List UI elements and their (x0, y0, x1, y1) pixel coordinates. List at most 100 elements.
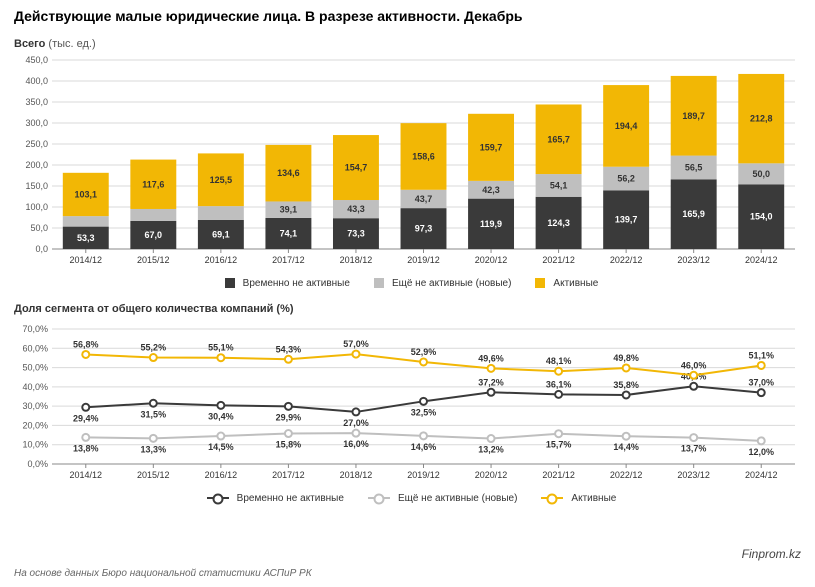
svg-text:36,1%: 36,1% (546, 379, 572, 389)
svg-text:13,8%: 13,8% (73, 443, 99, 453)
bar-subtitle: Всего (тыс. ед.) (14, 38, 801, 50)
svg-text:158,6: 158,6 (412, 151, 435, 161)
svg-text:13,7%: 13,7% (681, 444, 707, 454)
svg-text:52,9%: 52,9% (411, 347, 437, 357)
svg-text:2022/12: 2022/12 (610, 470, 643, 480)
svg-text:300,0: 300,0 (25, 118, 48, 128)
legend-swatch (535, 278, 545, 288)
svg-text:15,8%: 15,8% (276, 440, 302, 450)
svg-text:2017/12: 2017/12 (272, 255, 305, 265)
svg-text:10,0%: 10,0% (22, 440, 48, 450)
svg-text:15,7%: 15,7% (546, 440, 572, 450)
source-label: На основе данных Бюро национальной стати… (14, 568, 312, 579)
svg-text:13,2%: 13,2% (478, 445, 504, 455)
legend-line-swatch (541, 497, 563, 499)
svg-text:125,5: 125,5 (210, 175, 233, 185)
svg-text:37,0%: 37,0% (748, 378, 774, 388)
bar-legend-item: Ещё не активные (новые) (366, 278, 511, 289)
svg-text:12,0%: 12,0% (748, 447, 774, 457)
legend-line-swatch (368, 497, 390, 499)
line-legend-item: Активные (533, 493, 616, 504)
svg-text:117,6: 117,6 (142, 179, 164, 189)
svg-text:30,4%: 30,4% (208, 411, 234, 421)
line-chart: 0,0%10,0%20,0%30,0%40,0%50,0%60,0%70,0%2… (14, 319, 801, 489)
line-legend-item: Временно не активные (199, 493, 344, 504)
svg-text:49,8%: 49,8% (613, 353, 639, 363)
svg-text:56,2: 56,2 (617, 174, 635, 184)
svg-text:2021/12: 2021/12 (542, 470, 575, 480)
svg-text:400,0: 400,0 (25, 76, 48, 86)
svg-text:14,5%: 14,5% (208, 442, 234, 452)
svg-text:40,0%: 40,0% (22, 382, 48, 392)
svg-text:74,1: 74,1 (280, 228, 298, 238)
svg-text:2023/12: 2023/12 (677, 470, 710, 480)
svg-text:134,6: 134,6 (277, 168, 300, 178)
svg-text:2015/12: 2015/12 (137, 255, 170, 265)
svg-text:29,4%: 29,4% (73, 413, 99, 423)
legend-swatch (225, 278, 235, 288)
svg-text:2024/12: 2024/12 (745, 470, 778, 480)
svg-text:212,8: 212,8 (750, 114, 773, 124)
svg-text:13,3%: 13,3% (141, 444, 167, 454)
bar-legend: Временно не активныеЕщё не активные (нов… (14, 274, 801, 303)
svg-text:55,2%: 55,2% (141, 343, 167, 353)
svg-text:2016/12: 2016/12 (205, 470, 238, 480)
svg-text:250,0: 250,0 (25, 139, 48, 149)
svg-text:450,0: 450,0 (25, 55, 48, 65)
svg-text:124,3: 124,3 (547, 218, 570, 228)
svg-text:46,0%: 46,0% (681, 360, 707, 370)
svg-text:0,0: 0,0 (35, 244, 48, 254)
svg-text:16,0%: 16,0% (343, 439, 369, 449)
svg-text:54,1: 54,1 (550, 180, 568, 190)
svg-text:165,7: 165,7 (547, 134, 570, 144)
svg-text:27,0%: 27,0% (343, 418, 369, 428)
svg-text:20,0%: 20,0% (22, 420, 48, 430)
svg-text:54,3%: 54,3% (276, 344, 302, 354)
line-subtitle: Доля сегмента от общего количества компа… (14, 303, 801, 315)
svg-text:14,4%: 14,4% (613, 442, 639, 452)
svg-text:2019/12: 2019/12 (407, 255, 440, 265)
svg-text:51,1%: 51,1% (748, 350, 774, 360)
svg-text:50,0: 50,0 (752, 169, 770, 179)
svg-text:56,5: 56,5 (685, 162, 703, 172)
svg-text:2014/12: 2014/12 (69, 470, 102, 480)
line-legend: Временно не активные Ещё не активные (нов… (14, 489, 801, 518)
svg-text:60,0%: 60,0% (22, 343, 48, 353)
svg-text:50,0: 50,0 (30, 223, 48, 233)
bar-subtitle-units: (тыс. ед.) (48, 38, 95, 50)
svg-text:2018/12: 2018/12 (340, 470, 373, 480)
svg-text:154,0: 154,0 (750, 212, 773, 222)
svg-text:2024/12: 2024/12 (745, 255, 778, 265)
svg-text:2019/12: 2019/12 (407, 470, 440, 480)
legend-swatch (374, 278, 384, 288)
svg-text:103,1: 103,1 (75, 189, 98, 199)
svg-text:154,7: 154,7 (345, 163, 368, 173)
svg-text:2020/12: 2020/12 (475, 470, 508, 480)
svg-text:53,3: 53,3 (77, 233, 95, 243)
svg-text:56,8%: 56,8% (73, 339, 99, 349)
svg-text:48,1%: 48,1% (546, 356, 572, 366)
svg-text:32,5%: 32,5% (411, 407, 437, 417)
legend-line-swatch (207, 497, 229, 499)
svg-text:55,1%: 55,1% (208, 343, 234, 353)
svg-text:42,3: 42,3 (482, 185, 500, 195)
svg-text:35,8%: 35,8% (613, 380, 639, 390)
svg-text:194,4: 194,4 (615, 121, 638, 131)
svg-text:69,1: 69,1 (212, 229, 230, 239)
svg-text:97,3: 97,3 (415, 224, 433, 234)
svg-text:2014/12: 2014/12 (69, 255, 102, 265)
svg-text:37,2%: 37,2% (478, 377, 504, 387)
svg-text:159,7: 159,7 (480, 142, 503, 152)
bar-chart: 0,050,0100,0150,0200,0250,0300,0350,0400… (14, 54, 801, 274)
svg-text:200,0: 200,0 (25, 160, 48, 170)
bar-legend-item: Активные (527, 278, 598, 289)
svg-text:2018/12: 2018/12 (340, 255, 373, 265)
svg-text:67,0: 67,0 (145, 230, 163, 240)
svg-text:73,3: 73,3 (347, 229, 365, 239)
svg-text:57,0%: 57,0% (343, 339, 369, 349)
svg-text:2021/12: 2021/12 (542, 255, 575, 265)
svg-text:50,0%: 50,0% (22, 363, 48, 373)
line-legend-item: Ещё не активные (новые) (360, 493, 517, 504)
svg-text:150,0: 150,0 (25, 181, 48, 191)
svg-text:0,0%: 0,0% (27, 459, 48, 469)
